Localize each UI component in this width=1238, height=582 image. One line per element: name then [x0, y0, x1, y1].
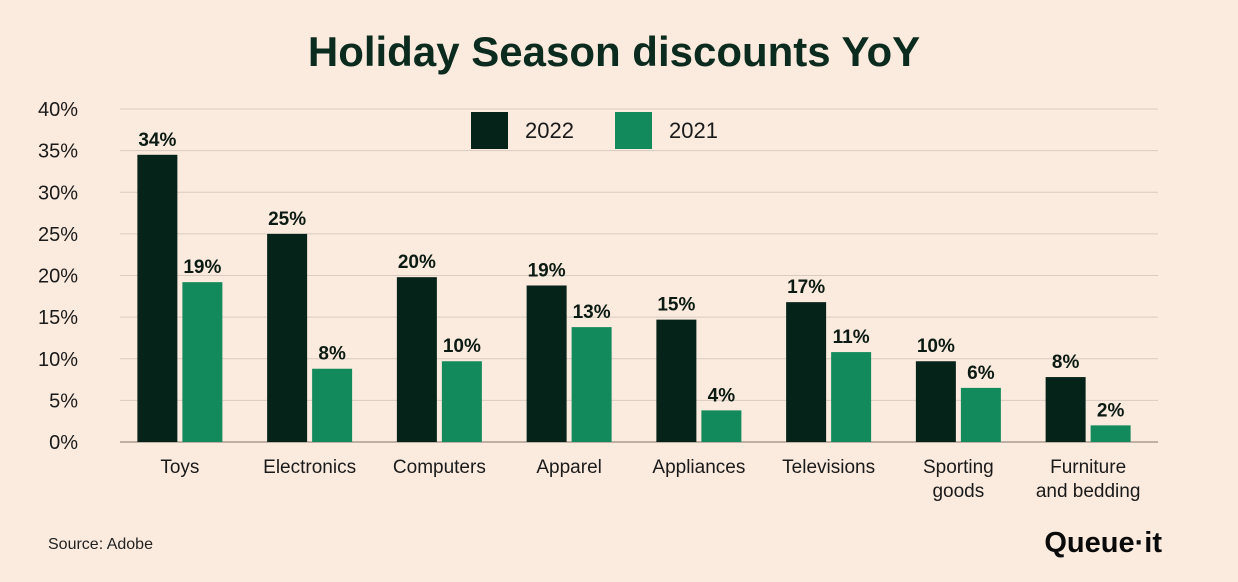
- category-label: Furniture and bedding: [1036, 457, 1141, 502]
- y-tick-label: 10%: [38, 349, 78, 371]
- data-label-2021: 13%: [573, 302, 611, 323]
- category-label: Sporting goods: [923, 457, 994, 502]
- y-tick-label: 40%: [38, 99, 78, 121]
- bar-2021: [312, 368, 353, 442]
- y-tick-label: 15%: [38, 307, 78, 329]
- data-label-2022: 20%: [398, 252, 436, 273]
- bar-2022: [526, 285, 567, 442]
- data-label-2021: 10%: [443, 336, 481, 357]
- bar-2021: [182, 282, 223, 442]
- bar-2022: [656, 319, 697, 442]
- bar-2022: [915, 361, 956, 442]
- source-note: Source: Adobe: [48, 536, 153, 553]
- x-axis-categories: Toys Electronics Computers Apparel Appliance…: [160, 457, 1140, 502]
- data-label-2021: 11%: [833, 327, 870, 348]
- data-label-2021: 8%: [318, 344, 346, 365]
- bar-2022: [137, 154, 178, 442]
- data-label-2021: 4%: [708, 385, 736, 406]
- legend-label-2022: 2022: [525, 118, 574, 143]
- data-labels: 34% 19% 25% 8% 20% 10% 19% 13% 15% 4% 17% 11% 10% 6% 8…: [138, 130, 1124, 422]
- legend: 2022 2021: [471, 112, 718, 149]
- bar-2021: [960, 387, 1001, 442]
- bar-2022: [267, 233, 308, 442]
- bar-2022: [786, 302, 827, 442]
- legend-swatch-2022: [471, 112, 508, 149]
- data-label-2022: 34%: [138, 130, 176, 151]
- y-tick-label: 0%: [49, 432, 78, 454]
- y-tick-label: 20%: [38, 266, 78, 288]
- bars: [137, 154, 1131, 442]
- data-label-2021: 6%: [967, 363, 995, 384]
- bar-2022: [396, 277, 437, 442]
- data-label-2022: 25%: [268, 209, 306, 230]
- bar-2022: [1045, 377, 1086, 442]
- data-label-2022: 15%: [657, 295, 695, 316]
- chart-title: Holiday Season discounts YoY: [308, 28, 920, 75]
- bar-2021: [571, 327, 612, 442]
- category-label: Apparel: [536, 457, 602, 478]
- y-tick-label: 25%: [38, 224, 78, 246]
- category-label: Electronics: [263, 457, 356, 478]
- y-tick-label: 35%: [38, 141, 78, 163]
- bar-2021: [441, 361, 482, 442]
- data-label-2022: 17%: [787, 277, 825, 298]
- data-label-2021: 19%: [183, 257, 221, 278]
- y-tick-label: 5%: [49, 390, 78, 412]
- legend-label-2021: 2021: [669, 118, 718, 143]
- bar-2021: [701, 410, 742, 442]
- data-label-2021: 2%: [1097, 400, 1125, 421]
- category-label: Toys: [160, 457, 199, 478]
- category-label: Televisions: [782, 457, 875, 478]
- legend-swatch-2021: [615, 112, 652, 149]
- data-label-2022: 8%: [1052, 352, 1080, 373]
- brand-logo: Queue·it: [1044, 527, 1162, 559]
- bar-2021: [1090, 425, 1131, 442]
- data-label-2022: 19%: [528, 260, 566, 281]
- y-tick-label: 30%: [38, 182, 78, 204]
- y-axis-ticks: 0% 5% 10% 15% 20% 25% 30% 35% 40%: [38, 99, 78, 454]
- bar-2021: [831, 352, 872, 442]
- data-label-2022: 10%: [917, 336, 955, 357]
- category-label: Computers: [393, 457, 486, 478]
- category-label: Appliances: [652, 457, 745, 478]
